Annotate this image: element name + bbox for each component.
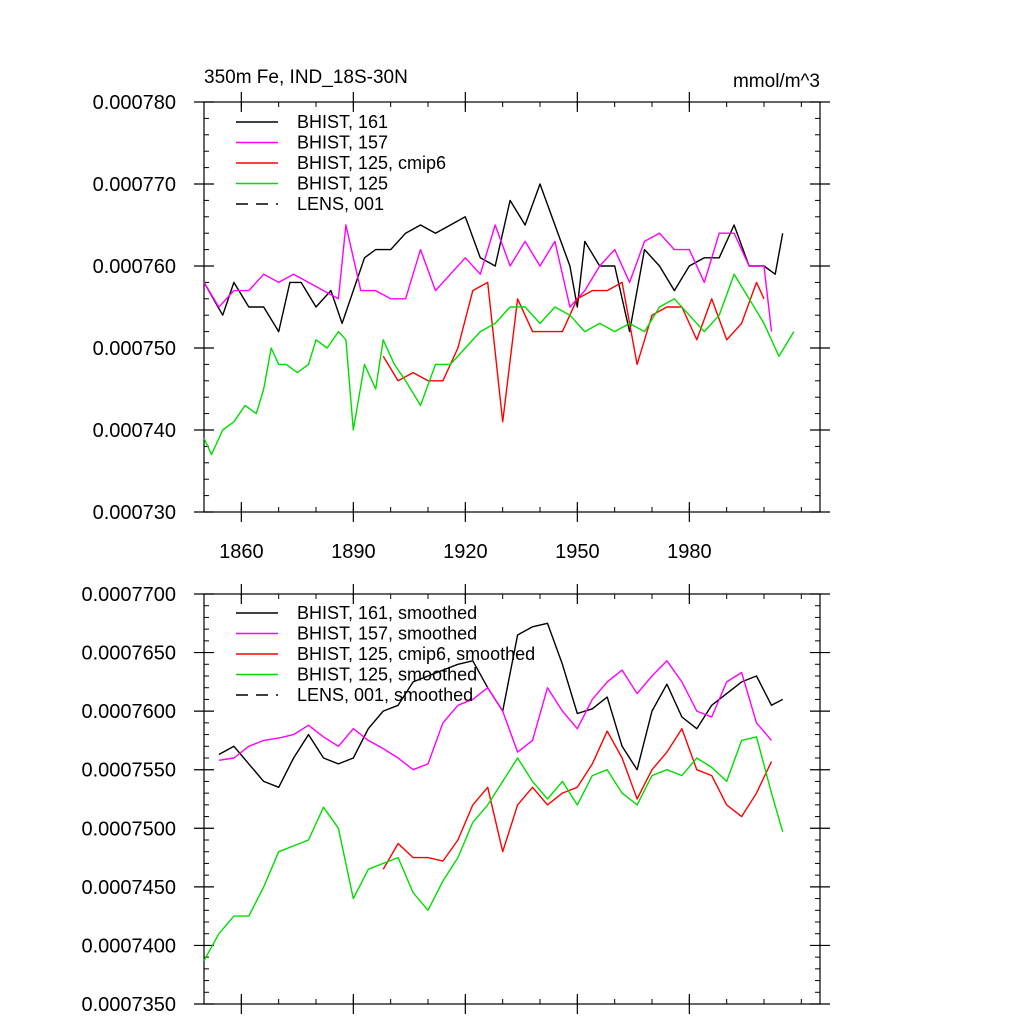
legend-label: BHIST, 157, smoothed	[297, 624, 477, 644]
top-panel: 350m Fe, IND_18S-30N mmol/m^3 1860 1890 19…	[93, 67, 830, 563]
bottom-panel: 0.0007350 0.0007400 0.0007450 0.0007500 0.00…	[81, 584, 830, 1016]
series-line-3	[382, 728, 773, 870]
series-line-2	[203, 224, 773, 332]
plot-frame	[203, 101, 821, 513]
y-tick-label: 0.0007500	[81, 818, 176, 840]
y-tick-label: 0.0007550	[81, 760, 176, 782]
legend-label: BHIST, 125, cmip6, smoothed	[297, 644, 535, 664]
legend-label: LENS, 001	[297, 194, 384, 214]
legend-label: BHIST, 125, cmip6	[297, 153, 446, 173]
y-tick-label: 0.0007400	[81, 935, 176, 957]
legend-label: BHIST, 161, smoothed	[297, 603, 477, 623]
y-tick-label: 0.0007450	[81, 877, 176, 899]
y-tick-label: 0.0007650	[81, 643, 176, 665]
y-tick-label: 0.0007350	[81, 994, 176, 1016]
y-tick-label: 0.000730	[93, 502, 176, 524]
chart-title: 350m Fe, IND_18S-30N	[204, 67, 408, 88]
y-tick-label: 0.000750	[93, 338, 176, 360]
series-line-1	[203, 183, 784, 333]
x-tick-label: 1950	[555, 541, 600, 563]
y-tick-label: 0.0007600	[81, 701, 176, 723]
legend-label: LENS, 001, smoothed	[297, 685, 473, 705]
series-line-4	[203, 273, 795, 456]
series-line-2	[218, 660, 773, 771]
legend-label: BHIST, 125, smoothed	[297, 665, 477, 685]
series-lines	[203, 622, 784, 962]
series-line-4	[203, 736, 784, 962]
x-tick-label: 1860	[219, 541, 264, 563]
x-tick-label: 1890	[331, 541, 376, 563]
y-tick-label: 0.000770	[93, 174, 176, 196]
x-tick-label: 1980	[667, 541, 712, 563]
y-tick-label: 0.0007700	[81, 584, 176, 606]
legend-label: BHIST, 125	[297, 174, 388, 194]
series-line-3	[382, 281, 765, 423]
legend-label: BHIST, 157	[297, 133, 388, 153]
y-tick-label: 0.000780	[93, 92, 176, 114]
axis-ticks: 0.0007350 0.0007400 0.0007450 0.0007500 0.00…	[81, 584, 830, 1016]
y-tick-label: 0.000760	[93, 256, 176, 278]
plot-frame	[203, 593, 821, 1005]
y-tick-label: 0.000740	[93, 420, 176, 442]
series-lines	[203, 183, 795, 456]
x-tick-label: 1920	[443, 541, 488, 563]
legend-label: BHIST, 161	[297, 112, 388, 132]
axis-ticks: 1860 1890 1920 1950 1980 0.000730 0.000740 0.00…	[93, 92, 830, 563]
units-label: mmol/m^3	[733, 71, 820, 92]
